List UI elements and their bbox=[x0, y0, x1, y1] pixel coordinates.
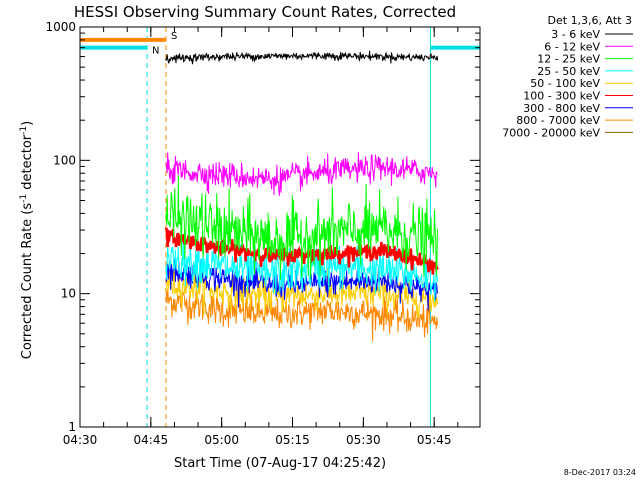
legend-label: 800 - 7000 keV bbox=[516, 114, 600, 127]
x-axis: 04:30 04:45 05:00 05:15 05:30 05:45 bbox=[63, 27, 459, 447]
y-axis-label: Corrected Count Rate (s-1 detector-1) bbox=[19, 121, 35, 359]
flag-label: N bbox=[152, 46, 159, 57]
x-axis-label: Start Time (07-Aug-17 04:25:42) bbox=[174, 456, 386, 471]
legend-label: 12 - 25 keV bbox=[537, 53, 600, 66]
legend-label: 3 - 6 keV bbox=[551, 28, 600, 41]
footer-date: 8-Dec-2017 03:24 bbox=[564, 468, 636, 477]
x-tick-label: 05:15 bbox=[275, 433, 310, 447]
legend-label: 50 - 100 keV bbox=[530, 77, 600, 90]
y-tick-label: 10 bbox=[61, 287, 76, 301]
series-line bbox=[165, 267, 438, 319]
plot-area: SN bbox=[79, 27, 480, 427]
legend-label: 25 - 50 keV bbox=[537, 65, 600, 78]
x-tick-label: 05:00 bbox=[204, 433, 239, 447]
y-axis: 1 10 100 1000 bbox=[45, 20, 480, 434]
y-tick-label: 1000 bbox=[45, 20, 76, 34]
flag-label: S bbox=[171, 31, 177, 42]
x-tick-label: 04:30 bbox=[63, 433, 98, 447]
legend-label: 7000 - 20000 keV bbox=[502, 126, 600, 139]
series-line bbox=[165, 288, 438, 342]
legend-title: Det 1,3,6, Att 3 bbox=[548, 14, 632, 27]
legend-label: 300 - 800 keV bbox=[523, 102, 600, 115]
x-tick-label: 05:30 bbox=[346, 433, 381, 447]
series-line bbox=[165, 175, 438, 280]
series-line bbox=[165, 152, 438, 196]
legend-label: 100 - 300 keV bbox=[523, 90, 600, 103]
x-tick-label: 04:45 bbox=[134, 433, 169, 447]
x-tick-label: 05:45 bbox=[417, 433, 452, 447]
plot-frame bbox=[79, 26, 481, 428]
chart-title: HESSI Observing Summary Count Rates, Cor… bbox=[74, 3, 456, 21]
y-tick-label: 100 bbox=[53, 153, 76, 167]
series-line bbox=[165, 50, 438, 65]
legend-label: 6 - 12 keV bbox=[544, 40, 600, 53]
y-tick-label: 1 bbox=[68, 420, 76, 434]
